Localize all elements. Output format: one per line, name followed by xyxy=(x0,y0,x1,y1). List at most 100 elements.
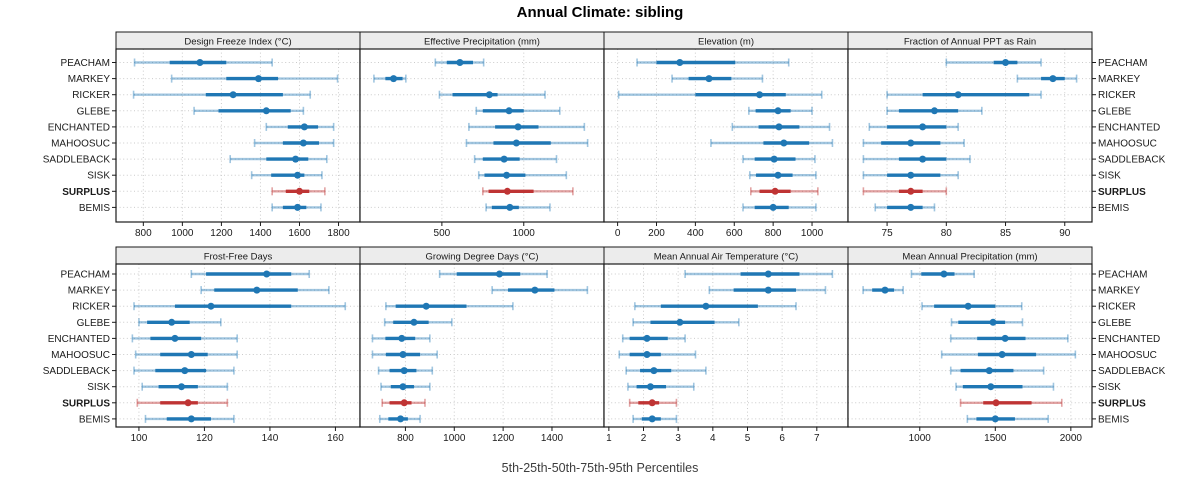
median-dot xyxy=(940,270,948,278)
panel-background xyxy=(604,49,848,222)
median-dot xyxy=(399,351,407,358)
median-dot xyxy=(400,367,408,375)
median-dot xyxy=(989,318,997,326)
median-dot xyxy=(456,59,464,66)
median-dot xyxy=(919,155,927,163)
x-tick-label: 80 xyxy=(941,228,953,239)
median-dot xyxy=(907,171,915,179)
site-label-left: MAHOOSUC xyxy=(51,139,110,150)
median-dot xyxy=(1002,59,1010,66)
median-dot xyxy=(702,302,710,310)
median-dot xyxy=(299,139,307,147)
site-label-left: MARKEY xyxy=(68,74,111,85)
x-tick-label: 1000 xyxy=(443,433,466,444)
x-tick-label: 200 xyxy=(648,228,665,239)
site-label-right: SURPLUS xyxy=(1098,187,1146,198)
median-dot xyxy=(985,367,993,375)
x-tick-label: 7 xyxy=(814,433,820,444)
x-tick-label: 100 xyxy=(131,433,148,444)
x-tick-label: 2000 xyxy=(1060,433,1083,444)
strip-label: Growing Degree Days (°C) xyxy=(425,252,538,263)
x-tick-label: 1200 xyxy=(492,433,515,444)
x-tick-label: 90 xyxy=(1059,228,1071,239)
median-dot xyxy=(771,187,779,195)
median-dot xyxy=(171,334,179,342)
median-dot xyxy=(987,383,995,391)
median-dot xyxy=(705,75,713,83)
x-tick-label: 1800 xyxy=(327,228,350,239)
median-dot xyxy=(398,334,406,342)
site-label-left: ENCHANTED xyxy=(48,122,110,133)
x-tick-label: 800 xyxy=(765,228,782,239)
x-tick-label: 3 xyxy=(675,433,681,444)
median-dot xyxy=(907,203,915,211)
median-dot xyxy=(495,270,503,278)
median-dot xyxy=(254,75,262,83)
panel-background xyxy=(604,264,848,427)
median-dot xyxy=(300,123,308,131)
strip-label: Mean Annual Air Temperature (°C) xyxy=(654,252,799,263)
median-dot xyxy=(505,107,513,115)
median-dot xyxy=(181,367,189,375)
median-dot xyxy=(770,155,778,163)
median-dot xyxy=(919,123,927,131)
x-tick-label: 140 xyxy=(262,433,279,444)
site-label-right: BEMIS xyxy=(1098,203,1129,214)
site-label-left: ENCHANTED xyxy=(48,334,110,345)
panel-background xyxy=(116,49,360,222)
median-dot xyxy=(399,383,407,391)
median-dot xyxy=(503,171,511,179)
median-dot xyxy=(643,351,651,358)
site-label-left: GLEBE xyxy=(77,318,111,329)
median-dot xyxy=(294,171,302,179)
median-dot xyxy=(907,187,915,195)
site-label-left: SADDLEBACK xyxy=(43,366,111,377)
median-dot xyxy=(992,399,1000,407)
median-dot xyxy=(531,286,539,294)
median-dot xyxy=(991,415,999,423)
site-label-left: RICKER xyxy=(72,302,110,313)
median-dot xyxy=(292,155,300,163)
x-tick-label: 6 xyxy=(779,433,785,444)
x-tick-label: 800 xyxy=(135,228,152,239)
site-label-right: SISK xyxy=(1098,171,1121,182)
site-label-left: RICKER xyxy=(72,90,110,101)
x-tick-label: 85 xyxy=(1000,228,1012,239)
x-tick-label: 1600 xyxy=(288,228,311,239)
site-label-right: ENCHANTED xyxy=(1098,334,1160,345)
strip-label: Mean Annual Precipitation (mm) xyxy=(902,252,1037,263)
median-dot xyxy=(774,107,782,115)
site-label-left: PEACHAM xyxy=(61,270,110,281)
median-dot xyxy=(512,139,520,147)
site-label-right: PEACHAM xyxy=(1098,270,1147,281)
panel-background xyxy=(848,49,1092,222)
median-dot xyxy=(500,155,508,163)
x-tick-label: 5 xyxy=(745,433,751,444)
site-label-left: SISK xyxy=(87,382,110,393)
x-tick-label: 160 xyxy=(327,433,344,444)
strip-label: Effective Precipitation (mm) xyxy=(424,37,540,48)
x-tick-label: 1400 xyxy=(541,433,564,444)
site-label-right: SADDLEBACK xyxy=(1098,366,1166,377)
median-dot xyxy=(775,123,783,131)
site-label-left: SISK xyxy=(87,171,110,182)
x-tick-label: 1000 xyxy=(801,228,824,239)
median-dot xyxy=(1049,75,1057,83)
median-dot xyxy=(178,383,186,391)
median-dot xyxy=(187,415,195,423)
panel-border xyxy=(847,263,1093,428)
median-dot xyxy=(506,203,514,211)
site-label-right: RICKER xyxy=(1098,302,1136,313)
site-label-right: MARKEY xyxy=(1098,74,1141,85)
x-tick-label: 500 xyxy=(434,228,451,239)
x-tick-label: 2 xyxy=(641,433,647,444)
median-dot xyxy=(263,270,271,278)
percentiles-caption: 5th-25th-50th-75th-95th Percentiles xyxy=(501,461,699,475)
median-dot xyxy=(485,91,493,99)
x-tick-label: 1 xyxy=(606,433,612,444)
median-dot xyxy=(881,286,889,294)
panel-background xyxy=(360,264,604,427)
median-dot xyxy=(262,107,270,115)
